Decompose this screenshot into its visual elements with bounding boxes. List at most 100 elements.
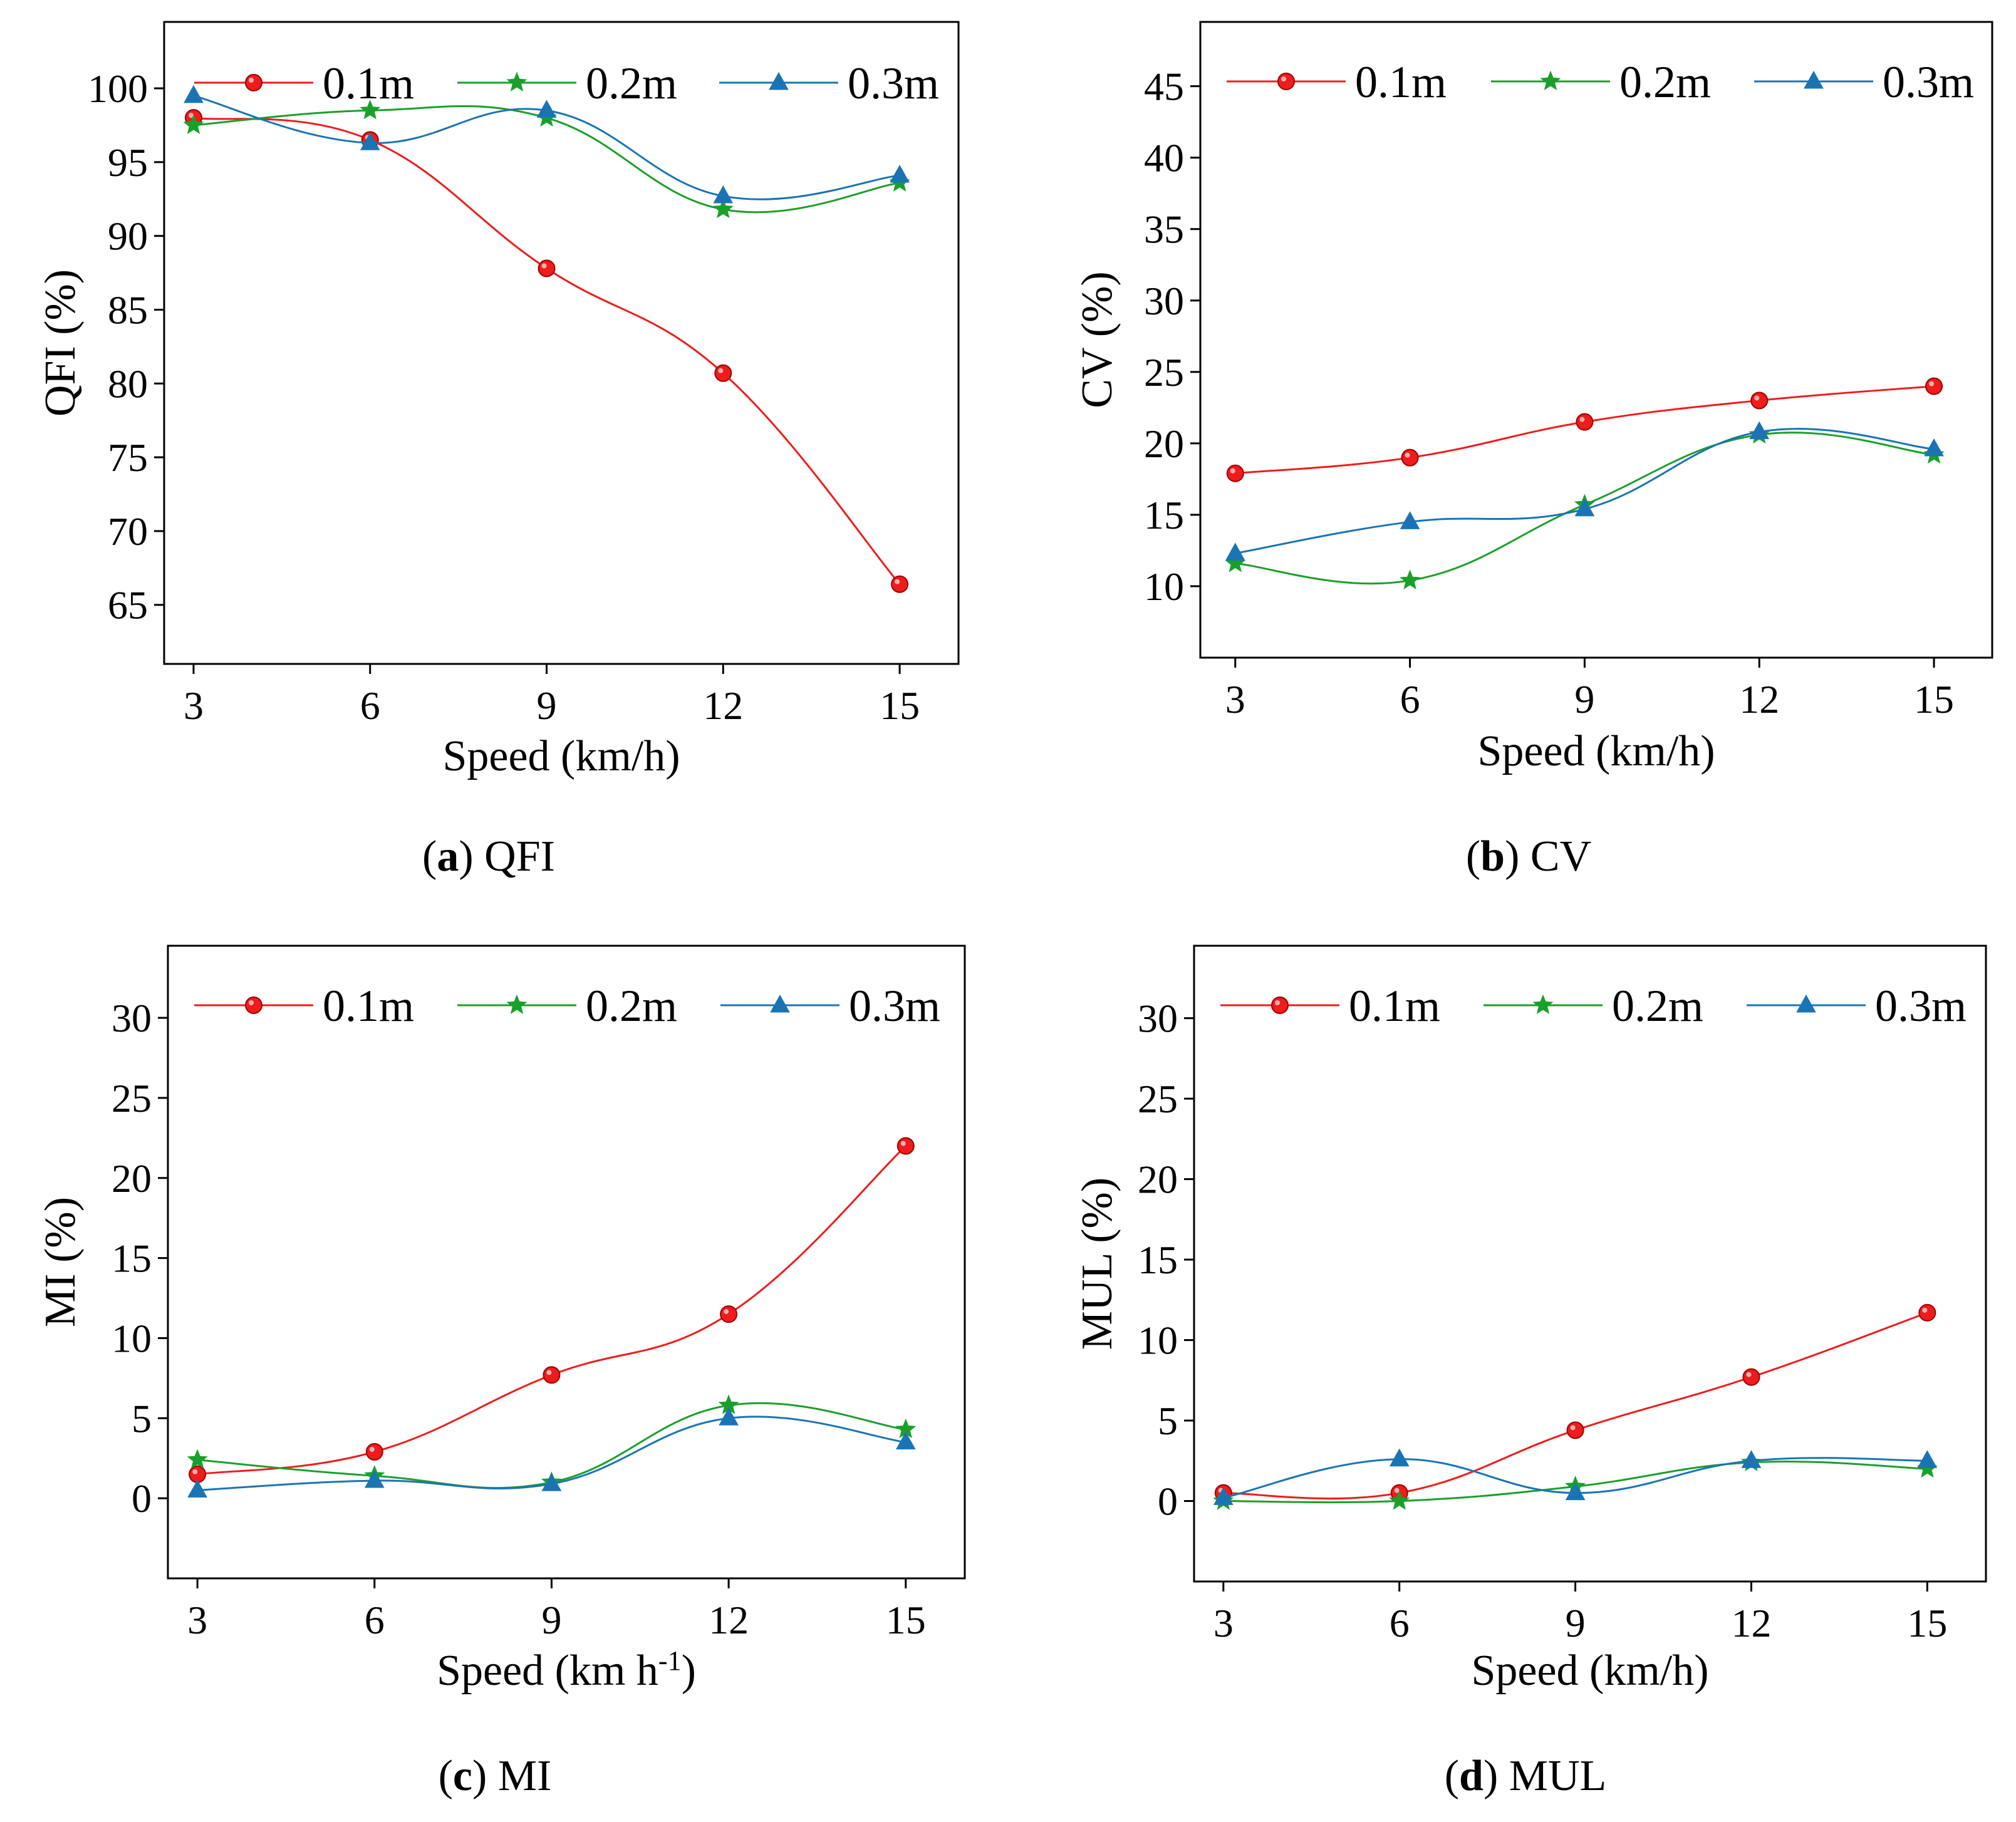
y-tick-label: 25 — [1144, 350, 1184, 395]
data-point — [891, 575, 909, 593]
y-tick-label: 25 — [112, 1076, 152, 1121]
y-tick-label: 25 — [1138, 1077, 1178, 1121]
legend-item: 0.1m — [194, 981, 414, 1031]
legend-marker — [770, 994, 790, 1013]
x-tick-label: 3 — [1213, 1601, 1234, 1645]
legend-item: 0.1m — [1220, 981, 1440, 1031]
caption-paren-open: ( — [1445, 1752, 1459, 1800]
series-0.3m — [1213, 1448, 1938, 1505]
data-point — [538, 259, 556, 277]
chart-panel-b: 10 15 20 25 30 35 40 45 3 6 9 12 15 Speed (km/h) CV (%… — [1073, 21, 1993, 881]
y-tick-label: 20 — [1144, 422, 1184, 466]
data-point — [536, 100, 557, 118]
marker-highlight — [249, 78, 254, 83]
data-point — [1389, 1490, 1410, 1510]
y-tick-label: 85 — [108, 287, 148, 332]
panel-caption: (a) QFI — [422, 832, 555, 881]
y-tick-label: 5 — [1158, 1399, 1178, 1443]
data-point — [1750, 391, 1769, 410]
legend-marker — [769, 71, 789, 90]
series-0.1m — [1214, 1303, 1936, 1502]
legend-label: 0.1m — [1355, 57, 1447, 107]
marker-highlight — [1922, 1307, 1928, 1313]
data-point — [713, 185, 734, 204]
y-tick-label: 30 — [1144, 279, 1184, 323]
series-0.3m — [187, 1407, 916, 1498]
legend-marker — [245, 996, 262, 1014]
legend-label: 0.2m — [586, 58, 677, 108]
data-point — [187, 1479, 207, 1498]
chart-panel-a: 65 70 75 80 85 90 95 100 3 6 9 12 15 Speed (km/h) QFI … — [36, 21, 960, 881]
marker-highlight — [369, 1447, 375, 1452]
data-point — [1749, 421, 1770, 440]
panel-caption: (d) MUL — [1445, 1752, 1607, 1800]
legend-label: 0.2m — [586, 981, 677, 1031]
legend-item: 0.1m — [194, 58, 414, 108]
y-tick-label: 70 — [108, 509, 148, 554]
y-tick-label: 40 — [1144, 136, 1184, 180]
x-tick-label: 9 — [1566, 1601, 1586, 1645]
marker-highlight — [249, 1000, 254, 1005]
x-tick-label: 12 — [1739, 677, 1779, 722]
data-point — [1226, 464, 1244, 482]
data-point — [714, 364, 732, 382]
data-point — [890, 165, 910, 183]
legend-label: 0.2m — [1619, 57, 1711, 107]
legend-item: 0.3m — [719, 58, 939, 108]
caption-paren-close: ) — [472, 1752, 487, 1800]
legend-item: 0.3m — [1754, 57, 1974, 107]
marker-highlight — [188, 113, 194, 118]
x-tick-label: 3 — [187, 1598, 207, 1642]
x-tick-label: 15 — [886, 1598, 926, 1642]
data-point — [720, 1305, 738, 1323]
data-point — [896, 1137, 915, 1155]
x-tick-label: 3 — [1225, 677, 1245, 722]
legend-label: 0.2m — [1612, 981, 1703, 1031]
legend-marker — [1540, 70, 1561, 90]
legend-label: 0.3m — [1875, 981, 1967, 1031]
x-tick-label: 6 — [365, 1598, 385, 1642]
y-tick-label: 15 — [1138, 1238, 1178, 1282]
data-point — [1925, 377, 1943, 395]
y-tick-label: 10 — [1144, 564, 1184, 609]
legend-marker — [506, 994, 527, 1014]
y-axis-label: CV (%) — [1073, 271, 1121, 408]
caption-paren-close: ) — [1483, 1752, 1498, 1800]
series-line — [1235, 428, 1935, 554]
data-point — [1918, 1303, 1936, 1322]
y-tick-label: 10 — [1138, 1318, 1178, 1363]
y-tick-label: 30 — [1138, 996, 1178, 1041]
caption-paren-open: ( — [1466, 832, 1480, 881]
x-tick-label: 6 — [1390, 1601, 1410, 1645]
legend: 0.1m 0.2m 0.3m — [1220, 981, 1967, 1031]
legend-marker — [1271, 996, 1289, 1014]
legend-item: 0.2m — [457, 981, 677, 1031]
data-point — [1576, 413, 1594, 431]
marker-highlight — [1230, 468, 1235, 474]
data-point — [1566, 1421, 1584, 1439]
caption-letter: d — [1459, 1752, 1483, 1800]
panel-caption: (c) MI — [439, 1752, 552, 1800]
marker-highlight — [1570, 1425, 1576, 1431]
data-point — [1742, 1368, 1760, 1386]
legend-label: 0.3m — [849, 981, 940, 1031]
y-axis-label: MI (%) — [36, 1197, 85, 1327]
legend-item: 0.3m — [720, 981, 940, 1031]
series-0.1m — [184, 109, 909, 593]
data-point — [1225, 542, 1245, 561]
series-0.3m — [184, 85, 910, 204]
data-point — [543, 1366, 561, 1384]
y-tick-label: 30 — [112, 996, 152, 1040]
data-point — [712, 198, 734, 219]
x-tick-label: 9 — [537, 683, 557, 728]
chart-panel-c: 0 5 10 15 20 25 30 3 6 9 12 15 Speed (km h-1) MI (%) 0… — [36, 945, 966, 1800]
legend-marker — [506, 71, 527, 91]
marker-highlight — [718, 368, 724, 373]
caption-letter: a — [437, 832, 459, 881]
marker-highlight — [1405, 452, 1410, 458]
legend-item: 0.2m — [1491, 57, 1711, 107]
x-tick-label: 6 — [360, 683, 380, 728]
x-tick-label: 9 — [1574, 677, 1594, 722]
legend-item: 0.3m — [1747, 981, 1967, 1031]
